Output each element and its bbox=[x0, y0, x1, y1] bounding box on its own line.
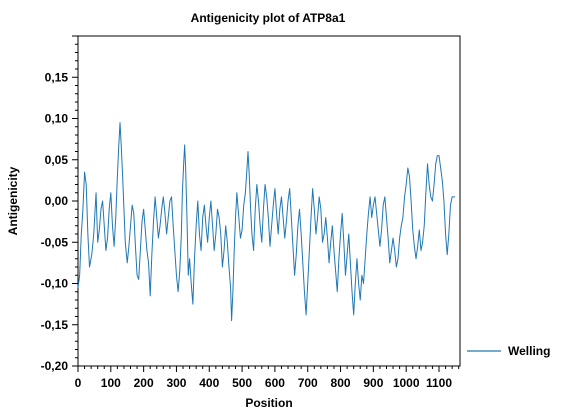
y-tick-label: 0,15 bbox=[45, 70, 69, 84]
chart-title: Antigenicity plot of ATP8a1 bbox=[191, 11, 346, 25]
y-tick-label: 0,10 bbox=[45, 112, 69, 126]
x-tick-label: 500 bbox=[232, 376, 252, 390]
y-axis: -0,20 -0,15 -0,10 -0,05 0,00 0,05 0,10 0,15 bbox=[41, 35, 78, 373]
y-tick-label: -0,20 bbox=[41, 359, 69, 373]
y-tick-label: 0,00 bbox=[45, 194, 69, 208]
x-tick-label: 800 bbox=[331, 376, 351, 390]
x-tick-label: 200 bbox=[134, 376, 154, 390]
x-axis-label: Position bbox=[245, 396, 292, 410]
y-axis-label: Antigenicity bbox=[6, 166, 20, 235]
x-tick-label: 700 bbox=[298, 376, 318, 390]
x-tick-label: 400 bbox=[199, 376, 219, 390]
legend: Welling bbox=[467, 344, 550, 358]
y-tick-label: -0,05 bbox=[41, 235, 69, 249]
series-line-welling bbox=[77, 122, 456, 322]
y-tick-label: -0,15 bbox=[41, 318, 69, 332]
plot-area bbox=[77, 122, 456, 322]
x-tick-label: 0 bbox=[75, 376, 82, 390]
x-axis: 0 100 200 300 400 500 600 700 800 900 1000 1100 bbox=[75, 366, 460, 390]
x-tick-label: 300 bbox=[166, 376, 186, 390]
x-tick-label: 600 bbox=[265, 376, 285, 390]
x-tick-label: 1100 bbox=[426, 376, 452, 390]
x-tick-label: 1000 bbox=[393, 376, 420, 390]
x-tick-label: 100 bbox=[101, 376, 121, 390]
legend-label-welling: Welling bbox=[508, 344, 550, 358]
x-tick-label: 900 bbox=[363, 376, 383, 390]
plot-frame bbox=[77, 35, 461, 367]
y-tick-label: -0,10 bbox=[41, 277, 69, 291]
y-tick-label: 0,05 bbox=[45, 153, 69, 167]
